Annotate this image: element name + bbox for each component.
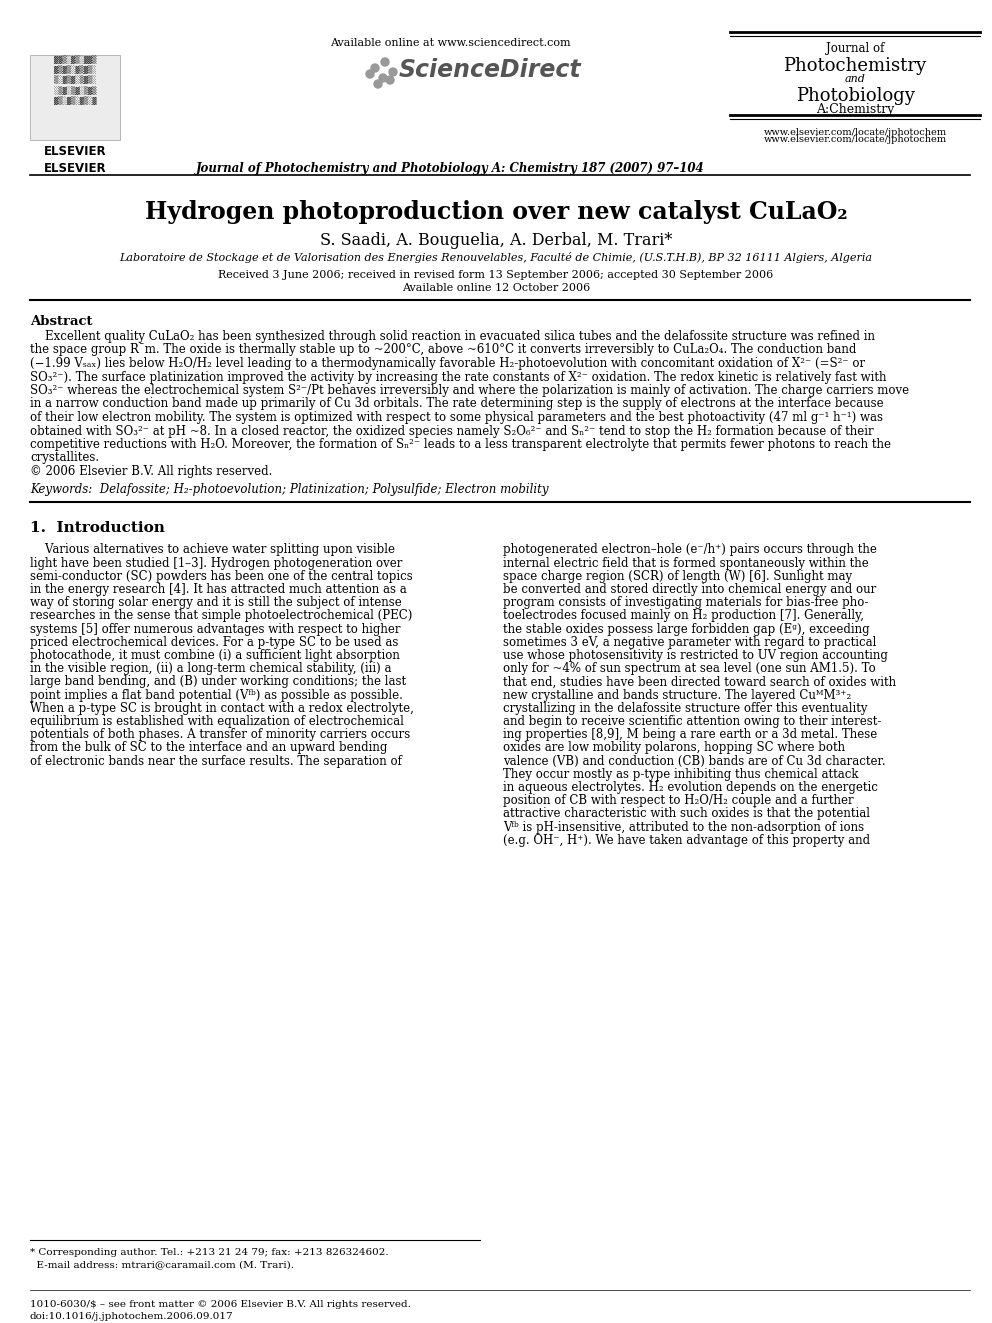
Text: ELSEVIER: ELSEVIER	[44, 161, 106, 175]
Text: Photobiology: Photobiology	[796, 87, 915, 105]
Text: systems [5] offer numerous advantages with respect to higher: systems [5] offer numerous advantages wi…	[30, 623, 401, 635]
Text: photocathode, it must combine (i) a sufficient light absorption: photocathode, it must combine (i) a suff…	[30, 650, 400, 662]
Text: potentials of both phases. A transfer of minority carriers occurs: potentials of both phases. A transfer of…	[30, 728, 411, 741]
Text: new crystalline and bands structure. The layered CuᴹM³⁺₂: new crystalline and bands structure. The…	[503, 689, 851, 701]
Text: toelectrodes focused mainly on H₂ production [7]. Generally,: toelectrodes focused mainly on H₂ produc…	[503, 610, 864, 623]
Text: Keywords:  Delafossite; H₂-photoevolution; Platinization; Polysulfide; Electron : Keywords: Delafossite; H₂-photoevolution…	[30, 483, 549, 496]
Text: Available online at www.sciencedirect.com: Available online at www.sciencedirect.co…	[329, 38, 570, 48]
Text: Journal of Photochemistry and Photobiology A: Chemistry 187 (2007) 97–104: Journal of Photochemistry and Photobiolo…	[195, 161, 704, 175]
Text: of electronic bands near the surface results. The separation of: of electronic bands near the surface res…	[30, 754, 402, 767]
Text: www.elsevier.com/locate/jphotochem: www.elsevier.com/locate/jphotochem	[764, 135, 946, 144]
Text: E-mail address: mtrari@caramail.com (M. Trari).: E-mail address: mtrari@caramail.com (M. …	[30, 1259, 294, 1269]
Text: (e.g. OH⁻, H⁺). We have taken advantage of this property and: (e.g. OH⁻, H⁺). We have taken advantage …	[503, 833, 870, 847]
Text: sometimes 3 eV, a negative parameter with regard to practical: sometimes 3 eV, a negative parameter wit…	[503, 636, 876, 648]
Text: Received 3 June 2006; received in revised form 13 September 2006; accepted 30 Se: Received 3 June 2006; received in revise…	[218, 270, 774, 280]
Text: in the energy research [4]. It has attracted much attention as a: in the energy research [4]. It has attra…	[30, 583, 407, 597]
Text: Various alternatives to achieve water splitting upon visible: Various alternatives to achieve water sp…	[30, 544, 395, 557]
Text: the stable oxides possess large forbidden gap (Eᵍ), exceeding: the stable oxides possess large forbidde…	[503, 623, 870, 635]
Text: that end, studies have been directed toward search of oxides with: that end, studies have been directed tow…	[503, 676, 896, 688]
Text: researches in the sense that simple photoelectrochemical (PEC): researches in the sense that simple phot…	[30, 610, 413, 623]
Text: in the visible region, (ii) a long-term chemical stability, (iii) a: in the visible region, (ii) a long-term …	[30, 663, 392, 675]
Circle shape	[381, 58, 389, 66]
Text: priced electrochemical devices. For a p-type SC to be used as: priced electrochemical devices. For a p-…	[30, 636, 399, 648]
Text: SO₃²⁻). The surface platinization improved the activity by increasing the rate c: SO₃²⁻). The surface platinization improv…	[30, 370, 887, 384]
Text: crystallites.: crystallites.	[30, 451, 99, 464]
Text: of their low electron mobility. The system is optimized with respect to some phy: of their low electron mobility. The syst…	[30, 411, 883, 423]
Text: * Corresponding author. Tel.: +213 21 24 79; fax: +213 826324602.: * Corresponding author. Tel.: +213 21 24…	[30, 1248, 389, 1257]
Text: position of CB with respect to H₂O/H₂ couple and a further: position of CB with respect to H₂O/H₂ co…	[503, 794, 854, 807]
Text: Vᶠᵇ is pH-insensitive, attributed to the non-adsorption of ions: Vᶠᵇ is pH-insensitive, attributed to the…	[503, 820, 864, 833]
Text: valence (VB) and conduction (CB) bands are of Cu 3d character.: valence (VB) and conduction (CB) bands a…	[503, 754, 886, 767]
Text: Abstract: Abstract	[30, 315, 92, 328]
Text: (−1.99 Vₛₐₓ) lies below H₂O/H₂ level leading to a thermodynamically favorable H₂: (−1.99 Vₛₐₓ) lies below H₂O/H₂ level lea…	[30, 357, 865, 370]
Text: competitive reductions with H₂O. Moreover, the formation of Sₙ²⁻ leads to a less: competitive reductions with H₂O. Moreove…	[30, 438, 891, 451]
Text: oxides are low mobility polarons, hopping SC where both: oxides are low mobility polarons, hoppin…	[503, 741, 845, 754]
Text: internal electric field that is formed spontaneously within the: internal electric field that is formed s…	[503, 557, 869, 570]
Text: only for ~4% of sun spectrum at sea level (one sun AM1.5). To: only for ~4% of sun spectrum at sea leve…	[503, 663, 876, 675]
Text: ing properties [8,9], M being a rare earth or a 3d metal. These: ing properties [8,9], M being a rare ear…	[503, 728, 877, 741]
Text: in aqueous electrolytes. H₂ evolution depends on the energetic: in aqueous electrolytes. H₂ evolution de…	[503, 781, 878, 794]
Circle shape	[386, 75, 394, 83]
Circle shape	[379, 74, 387, 82]
Text: Available online 12 October 2006: Available online 12 October 2006	[402, 283, 590, 292]
Text: in a narrow conduction band made up primarily of Cu 3d orbitals. The rate determ: in a narrow conduction band made up prim…	[30, 397, 884, 410]
Text: program consists of investigating materials for bias-free pho-: program consists of investigating materi…	[503, 597, 868, 610]
Text: ScienceDirect: ScienceDirect	[399, 58, 581, 82]
Text: S. Saadi, A. Bouguelia, A. Derbal, M. Trari*: S. Saadi, A. Bouguelia, A. Derbal, M. Tr…	[319, 232, 673, 249]
Circle shape	[371, 64, 379, 71]
Text: from the bulk of SC to the interface and an upward bending: from the bulk of SC to the interface and…	[30, 741, 387, 754]
Text: Journal of: Journal of	[825, 42, 884, 56]
Text: and: and	[844, 74, 865, 83]
Text: www.elsevier.com/locate/jphotochem: www.elsevier.com/locate/jphotochem	[764, 128, 946, 138]
Text: Laboratoire de Stockage et de Valorisation des Energies Renouvelables, Faculté d: Laboratoire de Stockage et de Valorisati…	[119, 251, 873, 263]
Text: ▓▓▒░▓▒░▓▓▒
▓▒▓▒░▓▒▓▒░
▒░▓▒▓░▒▓▒░
░▒▓░▒▓░▒▓▒
▓▒░▓▒░▓▒░▓: ▓▓▒░▓▒░▓▓▒ ▓▒▓▒░▓▒▓▒░ ▒░▓▒▓░▒▓▒░ ░▒▓░▒▓░…	[54, 56, 96, 105]
Circle shape	[374, 79, 382, 89]
Text: large band bending, and (B) under working conditions; the last: large band bending, and (B) under workin…	[30, 676, 406, 688]
Circle shape	[389, 67, 397, 75]
Text: photogenerated electron–hole (e⁻/h⁺) pairs occurs through the: photogenerated electron–hole (e⁻/h⁺) pai…	[503, 544, 877, 557]
Text: doi:10.1016/j.jphotochem.2006.09.017: doi:10.1016/j.jphotochem.2006.09.017	[30, 1312, 234, 1320]
Text: A:Chemistry: A:Chemistry	[815, 103, 894, 116]
Text: 1.  Introduction: 1. Introduction	[30, 521, 165, 536]
Text: Excellent quality CuLaO₂ has been synthesized through solid reaction in evacuate: Excellent quality CuLaO₂ has been synthe…	[30, 329, 875, 343]
Text: way of storing solar energy and it is still the subject of intense: way of storing solar energy and it is st…	[30, 597, 402, 610]
Bar	[30, 56, 120, 140]
Text: point implies a flat band potential (Vᶠᵇ) as possible as possible.: point implies a flat band potential (Vᶠᵇ…	[30, 689, 403, 701]
Text: ELSEVIER: ELSEVIER	[44, 146, 106, 157]
Text: equilibrium is established with equalization of electrochemical: equilibrium is established with equaliza…	[30, 716, 404, 728]
Text: They occur mostly as p-type inhibiting thus chemical attack: They occur mostly as p-type inhibiting t…	[503, 767, 858, 781]
Text: use whose photosensitivity is restricted to UV region accounting: use whose photosensitivity is restricted…	[503, 650, 888, 662]
Text: Photochemistry: Photochemistry	[784, 57, 927, 75]
Text: When a p-type SC is brought in contact with a redox electrolyte,: When a p-type SC is brought in contact w…	[30, 703, 414, 714]
Text: light have been studied [1–3]. Hydrogen photogeneration over: light have been studied [1–3]. Hydrogen …	[30, 557, 403, 570]
Text: the space group R¯m. The oxide is thermally stable up to ~200°C, above ~610°C it: the space group R¯m. The oxide is therma…	[30, 344, 856, 356]
Text: crystallizing in the delafossite structure offer this eventuality: crystallizing in the delafossite structu…	[503, 703, 867, 714]
Text: space charge region (SCR) of length (W) [6]. Sunlight may: space charge region (SCR) of length (W) …	[503, 570, 852, 583]
Text: be converted and stored directly into chemical energy and our: be converted and stored directly into ch…	[503, 583, 876, 597]
Text: Hydrogen photoproduction over new catalyst CuLaO₂: Hydrogen photoproduction over new cataly…	[145, 200, 847, 224]
Text: SO₃²⁻ whereas the electrochemical system S²⁻/Pt behaves irreversibly and where t: SO₃²⁻ whereas the electrochemical system…	[30, 384, 909, 397]
Text: 1010-6030/$ – see front matter © 2006 Elsevier B.V. All rights reserved.: 1010-6030/$ – see front matter © 2006 El…	[30, 1301, 411, 1308]
Circle shape	[366, 70, 374, 78]
Text: semi-conductor (SC) powders has been one of the central topics: semi-conductor (SC) powders has been one…	[30, 570, 413, 583]
Text: attractive characteristic with such oxides is that the potential: attractive characteristic with such oxid…	[503, 807, 870, 820]
Text: and begin to receive scientific attention owing to their interest-: and begin to receive scientific attentio…	[503, 716, 881, 728]
Text: © 2006 Elsevier B.V. All rights reserved.: © 2006 Elsevier B.V. All rights reserved…	[30, 464, 273, 478]
Text: obtained with SO₃²⁻ at pH ~8. In a closed reactor, the oxidized species namely S: obtained with SO₃²⁻ at pH ~8. In a close…	[30, 425, 874, 438]
